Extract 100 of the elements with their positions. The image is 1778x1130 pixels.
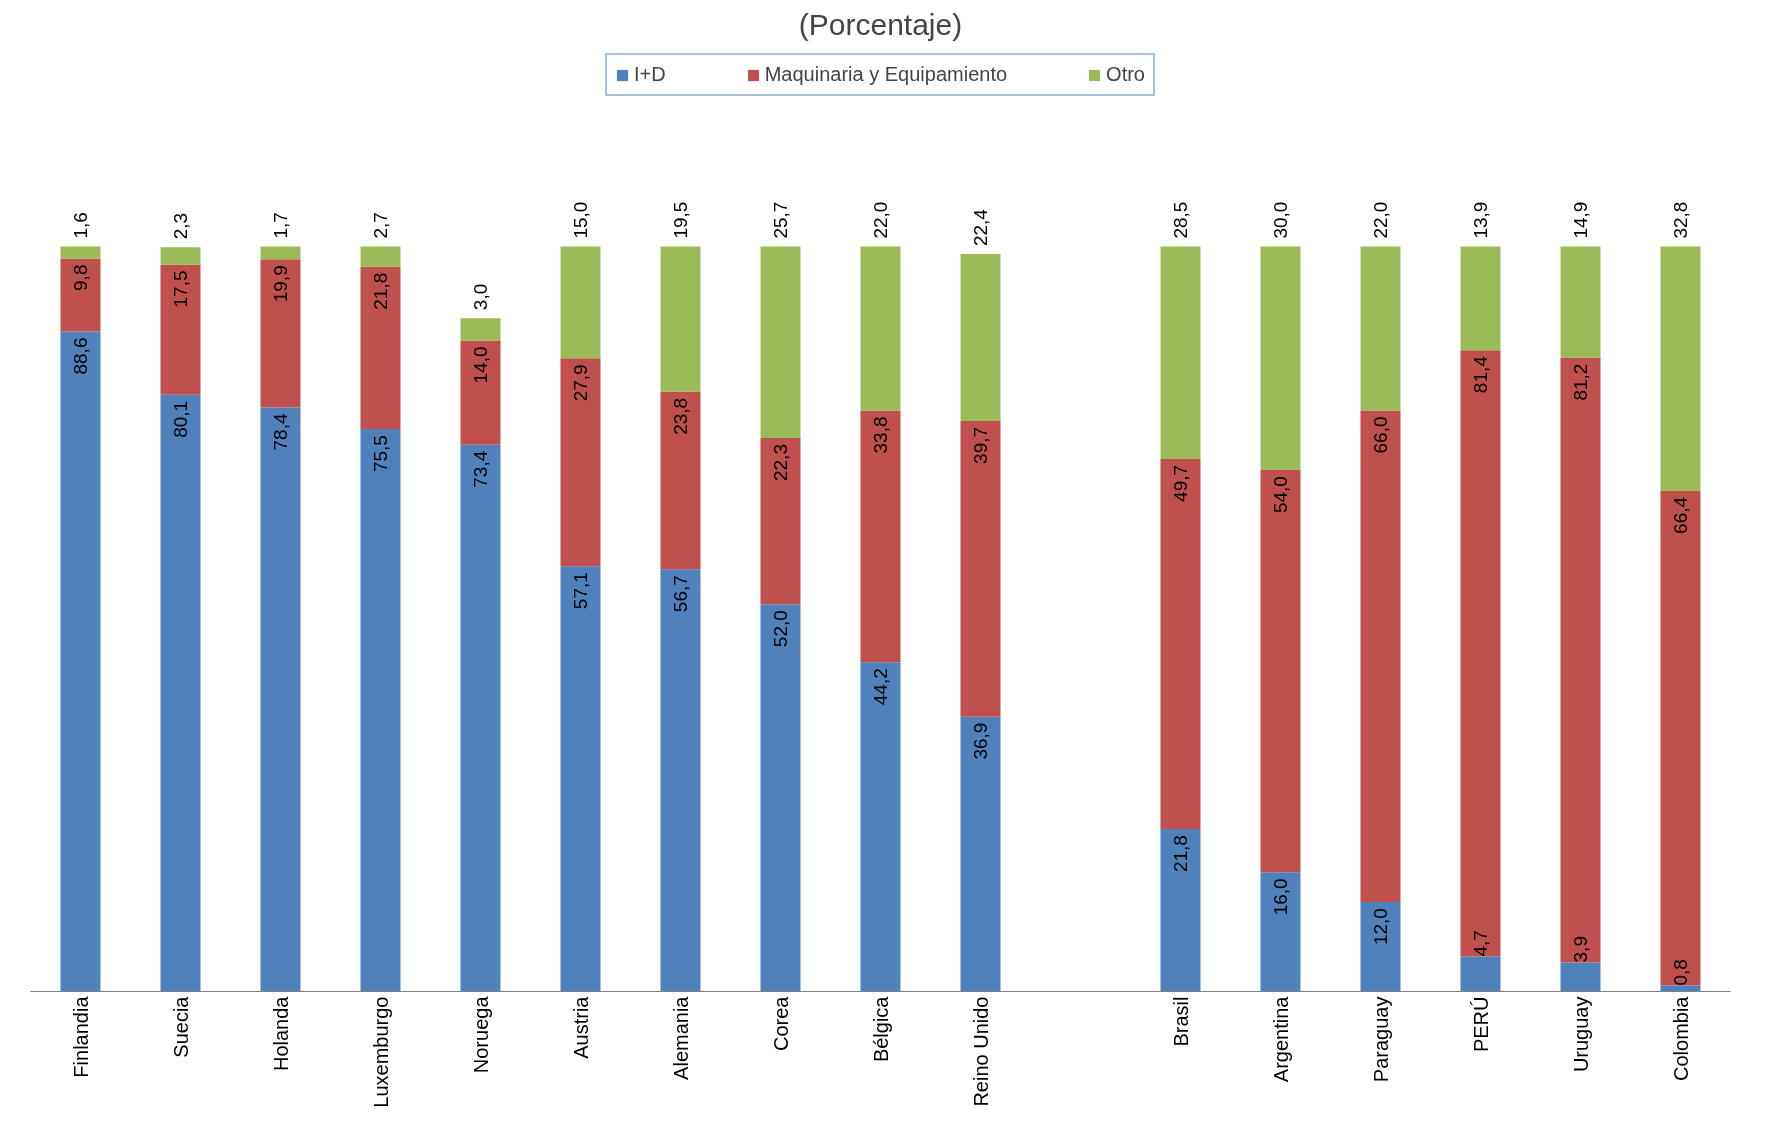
data-label: 22,0 xyxy=(1370,201,1391,239)
data-label: 25,7 xyxy=(770,201,791,239)
data-label: 32,8 xyxy=(1670,201,1691,239)
bar xyxy=(560,358,601,567)
data-label: 15,0 xyxy=(570,201,591,239)
bar xyxy=(260,407,301,992)
data-label: 14,0 xyxy=(470,346,491,384)
bar xyxy=(1160,246,1201,459)
bar xyxy=(1260,470,1301,873)
data-label: 22,3 xyxy=(770,444,791,482)
data-label: 66,0 xyxy=(1370,416,1391,454)
bar xyxy=(360,429,401,992)
data-label: 57,1 xyxy=(570,572,591,610)
x-tick-label: Uruguay xyxy=(1569,996,1592,1073)
legend-label: Otro xyxy=(1106,63,1145,86)
bar xyxy=(1360,902,1401,992)
data-label: 75,5 xyxy=(370,435,391,473)
data-label: 13,9 xyxy=(1470,201,1491,239)
bar xyxy=(260,246,301,260)
x-tick-label: Noruega xyxy=(469,995,492,1074)
bar xyxy=(960,716,1001,992)
x-tick-label: Finlandia xyxy=(69,995,92,1078)
data-label: 3,9 xyxy=(1570,936,1591,963)
data-label: 73,4 xyxy=(470,450,491,488)
bar xyxy=(1660,246,1701,491)
bar xyxy=(260,259,301,408)
bar xyxy=(1260,872,1301,992)
legend-label: Maquinaria y Equipamiento xyxy=(764,63,1008,86)
x-tick-label: Paraguay xyxy=(1369,996,1392,1083)
data-label: 1,6 xyxy=(70,212,91,239)
data-label: 19,5 xyxy=(670,201,691,239)
x-tick-label: Alemania xyxy=(669,995,692,1080)
bar xyxy=(1360,410,1401,903)
bar xyxy=(460,340,501,445)
chart-title: (Porcentaje) xyxy=(798,7,963,41)
data-label: 78,4 xyxy=(270,413,291,451)
data-label: 23,8 xyxy=(670,397,691,435)
x-tick-label: Colombia xyxy=(1669,995,1692,1081)
bar xyxy=(760,604,801,992)
bar xyxy=(160,247,201,265)
data-label: 52,0 xyxy=(770,610,791,648)
data-label: 80,1 xyxy=(170,400,191,438)
x-tick-label: Corea xyxy=(769,995,792,1051)
bar xyxy=(460,444,501,992)
data-label: 49,7 xyxy=(1170,464,1191,502)
data-label: 22,0 xyxy=(870,201,891,239)
x-tick-label: Suecia xyxy=(169,995,192,1058)
data-label: 12,0 xyxy=(1370,908,1391,946)
x-tick-label: PERÚ xyxy=(1469,996,1492,1053)
bar xyxy=(1660,490,1701,986)
data-label: 54,0 xyxy=(1270,476,1291,514)
bar xyxy=(960,254,1001,421)
data-label: 19,9 xyxy=(270,265,291,303)
x-tick-label: Luxemburgo xyxy=(369,996,392,1108)
data-label: 28,5 xyxy=(1170,201,1191,239)
bar xyxy=(1360,246,1401,411)
bar xyxy=(60,258,101,332)
data-label: 44,2 xyxy=(870,668,891,706)
data-label: 27,9 xyxy=(570,364,591,402)
x-tick-label: Reino Unido xyxy=(969,996,992,1107)
bar xyxy=(1460,246,1501,351)
x-tick-label: Brasil xyxy=(1169,996,1192,1047)
bar xyxy=(760,246,801,439)
legend-label: I+D xyxy=(634,63,666,86)
data-label: 21,8 xyxy=(1170,835,1191,873)
x-tick-label: Bélgica xyxy=(869,995,892,1063)
bar xyxy=(560,246,601,359)
data-label: 81,2 xyxy=(1570,363,1591,401)
bar xyxy=(160,394,201,992)
bar xyxy=(60,246,101,259)
bar xyxy=(860,410,901,663)
bar xyxy=(360,266,401,430)
bar xyxy=(160,264,201,395)
data-label: 36,9 xyxy=(970,722,991,760)
bar xyxy=(60,331,101,992)
data-label: 39,7 xyxy=(970,426,991,464)
x-tick-label: Holanda xyxy=(269,995,292,1071)
data-label: 4,7 xyxy=(1470,930,1491,957)
data-label: 66,4 xyxy=(1670,496,1691,534)
data-label: 88,6 xyxy=(70,337,91,375)
bar xyxy=(860,246,901,411)
bar xyxy=(1560,246,1601,358)
bar xyxy=(460,318,501,341)
bar xyxy=(1160,458,1201,830)
bar xyxy=(1260,246,1301,471)
data-label: 33,8 xyxy=(870,416,891,454)
bar xyxy=(1460,350,1501,957)
bar xyxy=(360,246,401,267)
data-label: 17,5 xyxy=(170,270,191,308)
data-label: 2,3 xyxy=(170,212,191,240)
bar xyxy=(1560,357,1601,963)
data-label: 22,4 xyxy=(970,208,991,247)
bar xyxy=(660,391,701,570)
data-label: 16,0 xyxy=(1270,878,1291,916)
data-label: 9,8 xyxy=(70,264,91,291)
data-label: 2,7 xyxy=(370,212,391,239)
x-tick-label: Argentina xyxy=(1269,995,1292,1083)
data-label: 14,9 xyxy=(1570,201,1591,239)
data-label: 81,4 xyxy=(1470,355,1491,394)
bar xyxy=(560,566,601,992)
